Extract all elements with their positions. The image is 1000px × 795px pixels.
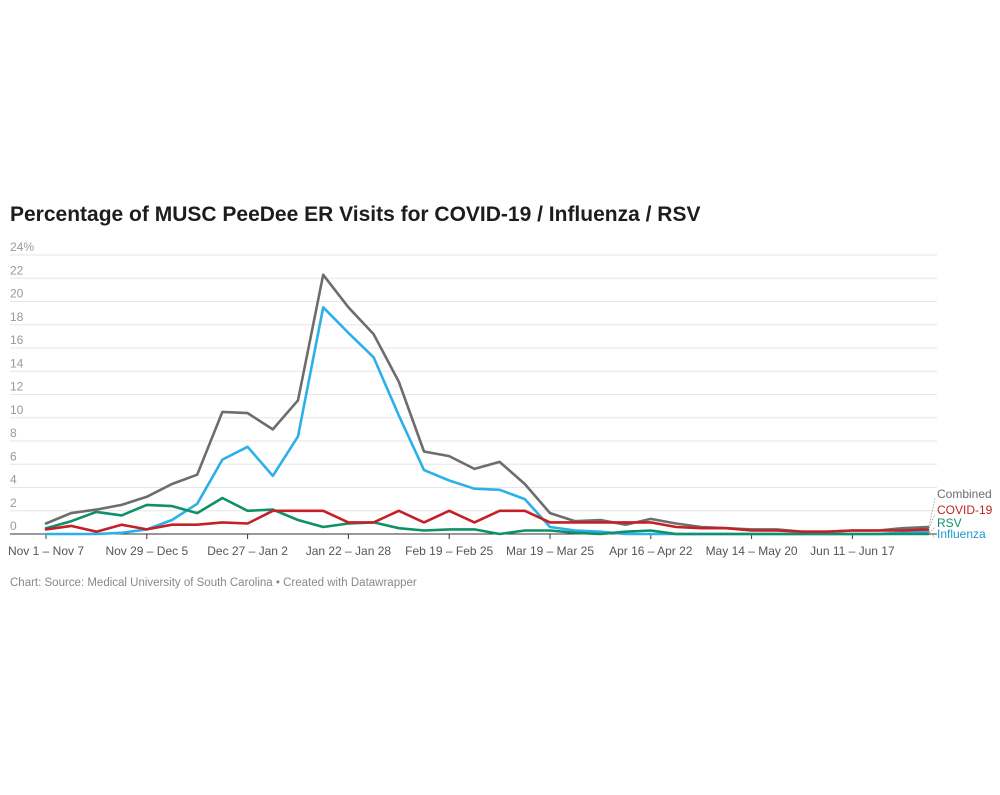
x-tick-label: Mar 19 – Mar 25 bbox=[506, 544, 594, 558]
x-tick-label: Nov 29 – Dec 5 bbox=[105, 544, 188, 558]
y-tick-label: 8 bbox=[10, 426, 17, 440]
series-line-influenza bbox=[44, 305, 930, 536]
chart-title: Percentage of MUSC PeeDee ER Visits for … bbox=[10, 203, 701, 226]
series-label: Combined bbox=[937, 487, 992, 501]
y-tick-label: 16 bbox=[10, 333, 24, 347]
y-axis: 0 2 4 6 8 10 12 14 16 18 20 22 24% bbox=[10, 240, 34, 533]
series-label: Influenza bbox=[937, 527, 986, 541]
label-leader bbox=[928, 513, 936, 529]
y-tick-label: 10 bbox=[10, 403, 24, 417]
gridlines bbox=[10, 254, 937, 535]
series-label: RSV bbox=[937, 516, 962, 530]
x-tick-label: Apr 16 – Apr 22 bbox=[609, 544, 693, 558]
series-lines bbox=[44, 273, 930, 536]
y-tick-label: 18 bbox=[10, 310, 24, 324]
label-leader bbox=[928, 526, 936, 534]
series-line-covid-19 bbox=[44, 509, 930, 534]
x-tick-label: Jun 11 – Jun 17 bbox=[810, 544, 895, 558]
y-tick-label: 12 bbox=[10, 380, 24, 394]
series-line-rsv bbox=[44, 496, 930, 536]
y-tick-label: 22 bbox=[10, 263, 24, 277]
x-tick-label: Feb 19 – Feb 25 bbox=[405, 544, 493, 558]
x-tick-label: Jan 22 – Jan 28 bbox=[306, 544, 392, 558]
y-tick-label: 6 bbox=[10, 449, 17, 463]
y-tick-label: 24% bbox=[10, 240, 34, 254]
x-axis: Nov 1 – Nov 7 Nov 29 – Dec 5 Dec 27 – Jan … bbox=[8, 534, 895, 558]
y-tick-label: 14 bbox=[10, 356, 24, 370]
chart-footer: Chart: Source: Medical University of Sou… bbox=[10, 577, 417, 589]
y-tick-label: 0 bbox=[10, 519, 17, 533]
y-tick-label: 4 bbox=[10, 473, 17, 487]
y-tick-label: 2 bbox=[10, 496, 17, 510]
x-tick-label: Nov 1 – Nov 7 bbox=[8, 544, 84, 558]
series-line-combined bbox=[44, 273, 930, 534]
x-tick-label: Dec 27 – Jan 2 bbox=[207, 544, 288, 558]
y-tick-label: 20 bbox=[10, 287, 24, 301]
series-label: COVID-19 bbox=[937, 503, 993, 517]
x-tick-label: May 14 – May 20 bbox=[706, 544, 798, 558]
